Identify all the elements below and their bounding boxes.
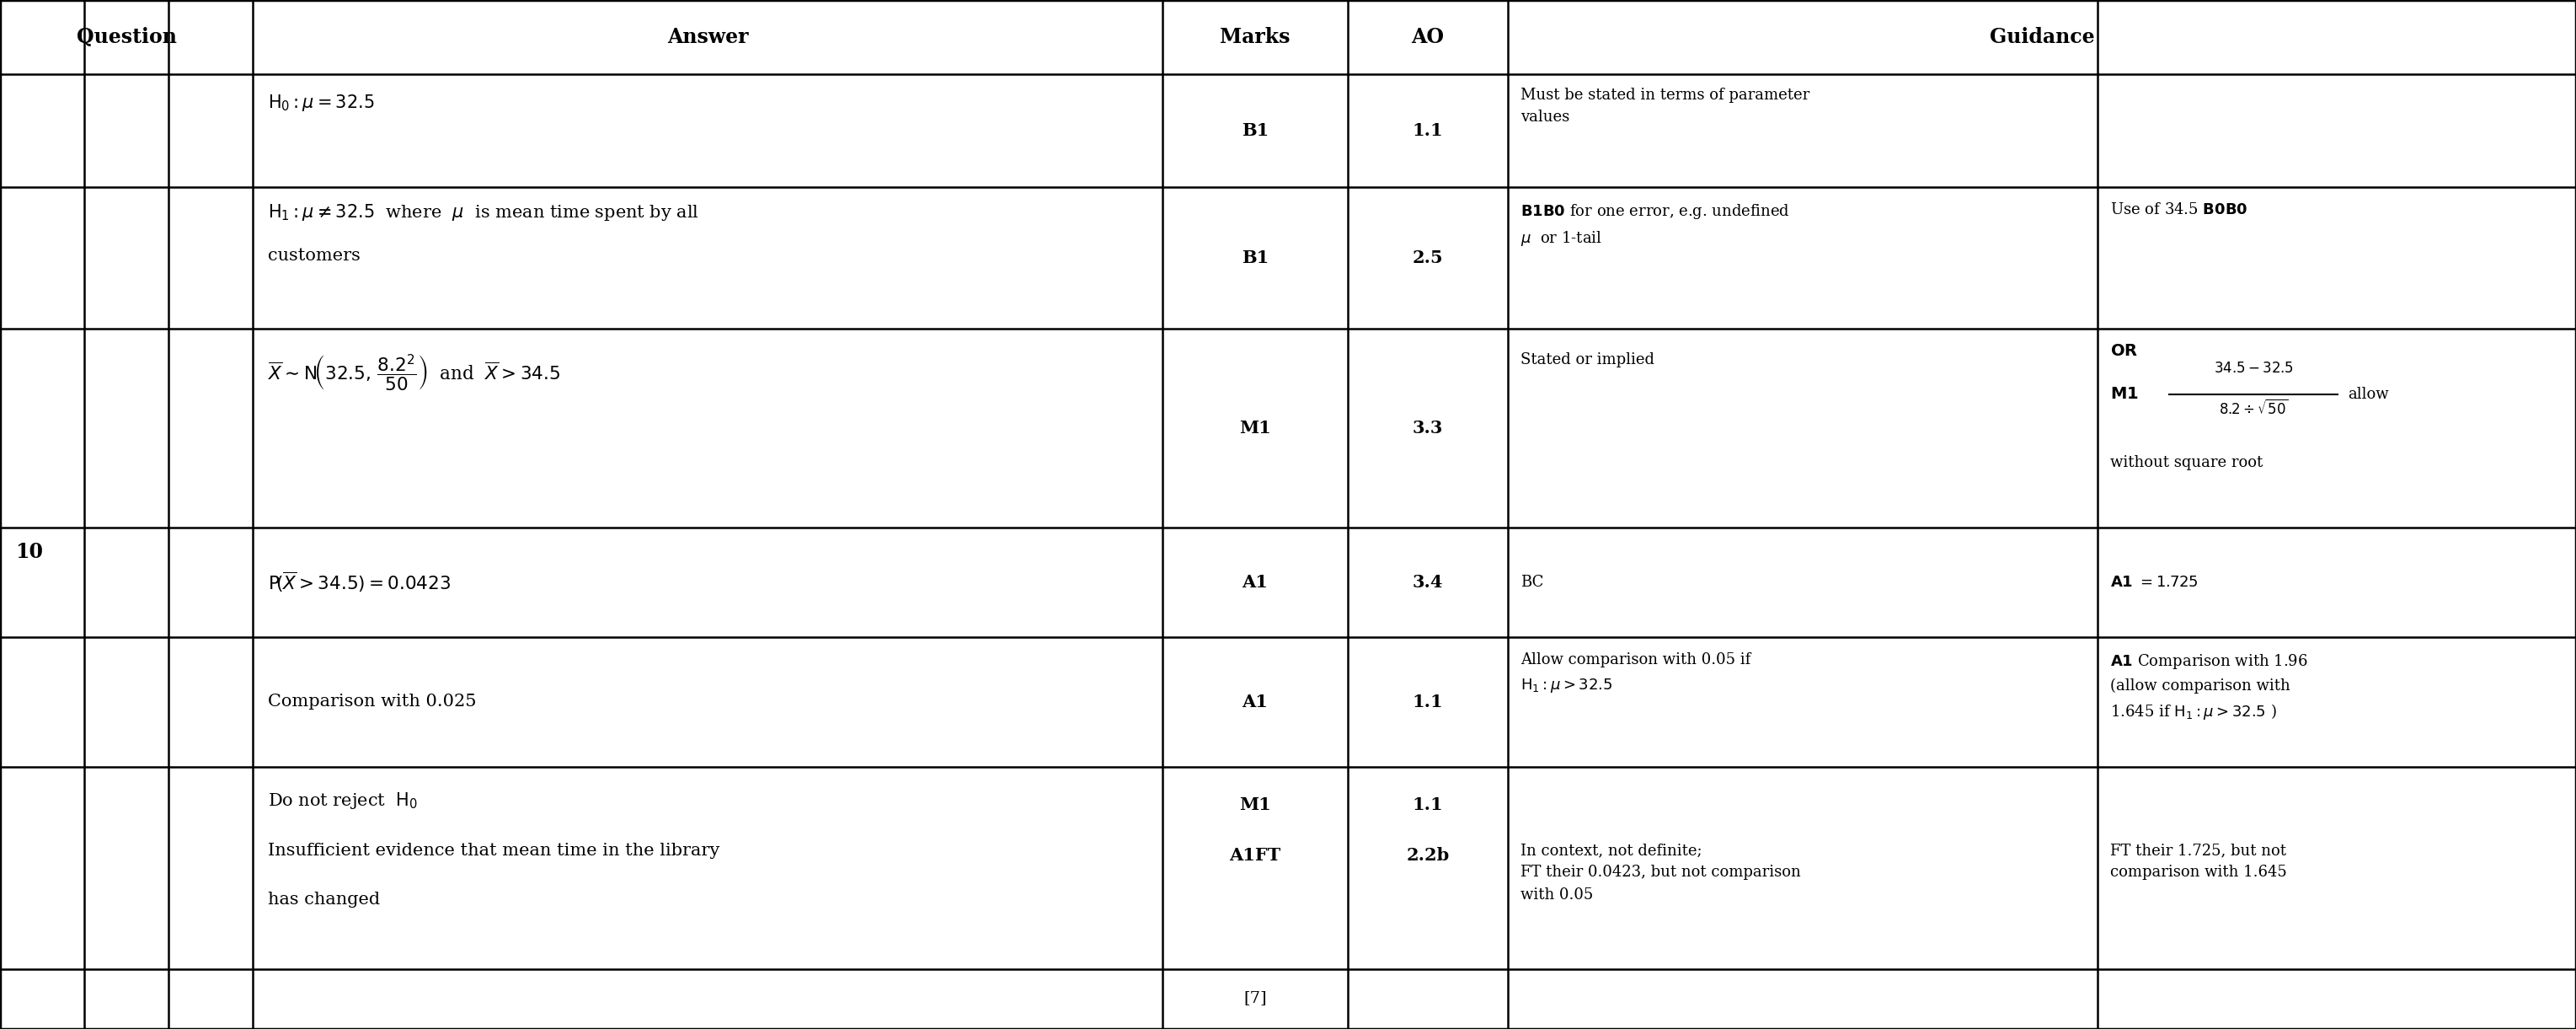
Text: Comparison with 0.025: Comparison with 0.025 bbox=[268, 694, 477, 710]
Text: Marks: Marks bbox=[1221, 27, 1291, 47]
Text: Do not reject  $\mathrm{H}_0$: Do not reject $\mathrm{H}_0$ bbox=[268, 790, 417, 811]
Text: Question: Question bbox=[77, 27, 175, 47]
Text: $\mathbf{M1}$: $\mathbf{M1}$ bbox=[2110, 387, 2138, 402]
Text: $\mathbf{A1}$ Comparison with 1.96
(allow comparison with
1.645 if $\mathrm{H}_1: $\mathbf{A1}$ Comparison with 1.96 (allo… bbox=[2110, 652, 2308, 721]
Text: A1: A1 bbox=[1242, 694, 1267, 710]
Text: A1FT: A1FT bbox=[1229, 847, 1280, 863]
Text: Answer: Answer bbox=[667, 27, 747, 47]
Text: FT their 1.725, but not
comparison with 1.645: FT their 1.725, but not comparison with … bbox=[2110, 843, 2287, 880]
Text: Must be stated in terms of parameter
values: Must be stated in terms of parameter val… bbox=[1520, 87, 1811, 126]
Text: $34.5 - 32.5$: $34.5 - 32.5$ bbox=[2213, 361, 2293, 376]
Text: 10: 10 bbox=[15, 541, 44, 562]
Text: Allow comparison with 0.05 if
$\mathrm{H}_1 : \mu > 32.5$: Allow comparison with 0.05 if $\mathrm{H… bbox=[1520, 652, 1752, 694]
Text: without square root: without square root bbox=[2110, 455, 2262, 470]
Text: Use of 34.5 $\mathbf{B0B0}$: Use of 34.5 $\mathbf{B0B0}$ bbox=[2110, 203, 2249, 217]
Text: Stated or implied: Stated or implied bbox=[1520, 352, 1654, 367]
Text: $\mathrm{H}_0 : \mu = 32.5$: $\mathrm{H}_0 : \mu = 32.5$ bbox=[268, 93, 374, 113]
Text: BC: BC bbox=[1520, 575, 1543, 590]
Text: 2.2b: 2.2b bbox=[1406, 847, 1450, 863]
Text: In context, not definite;
FT their 0.0423, but not comparison
with 0.05: In context, not definite; FT their 0.042… bbox=[1520, 843, 1801, 902]
Text: AO: AO bbox=[1412, 27, 1445, 47]
Text: M1: M1 bbox=[1239, 420, 1270, 436]
Text: Guidance: Guidance bbox=[1989, 27, 2094, 47]
Text: 1.1: 1.1 bbox=[1412, 796, 1443, 813]
Text: $\overline{X} \sim \mathrm{N}\!\left(32.5,\, \dfrac{8.2^2}{50}\right)$  and  $\o: $\overline{X} \sim \mathrm{N}\!\left(32.… bbox=[268, 352, 562, 393]
Text: $8.2 \div \sqrt{50}$: $8.2 \div \sqrt{50}$ bbox=[2218, 399, 2287, 418]
Text: Insufficient evidence that mean time in the library: Insufficient evidence that mean time in … bbox=[268, 843, 719, 859]
Text: $\mathrm{H}_1 : \mu \neq 32.5$  where  $\mu$  is mean time spent by all: $\mathrm{H}_1 : \mu \neq 32.5$ where $\m… bbox=[268, 203, 698, 222]
Text: [7]: [7] bbox=[1244, 990, 1267, 1005]
Text: M1: M1 bbox=[1239, 796, 1270, 813]
Text: B1: B1 bbox=[1242, 122, 1270, 139]
Text: $\mathrm{P}\!\left(\overline{X} > 34.5\right) = 0.0423$: $\mathrm{P}\!\left(\overline{X} > 34.5\r… bbox=[268, 570, 451, 595]
Text: B1: B1 bbox=[1242, 249, 1270, 267]
Text: allow: allow bbox=[2347, 387, 2388, 402]
Text: 1.1: 1.1 bbox=[1412, 694, 1443, 710]
Text: 2.5: 2.5 bbox=[1412, 249, 1443, 267]
Text: $\mathbf{B1B0}$ for one error, e.g. undefined
$\mu$  or 1-tail: $\mathbf{B1B0}$ for one error, e.g. unde… bbox=[1520, 203, 1790, 247]
Text: 1.1: 1.1 bbox=[1412, 122, 1443, 139]
Text: 3.4: 3.4 bbox=[1412, 574, 1443, 591]
Text: 3.3: 3.3 bbox=[1412, 420, 1443, 436]
Text: customers: customers bbox=[268, 248, 361, 263]
Text: has changed: has changed bbox=[268, 892, 381, 908]
Text: $\mathbf{A1}$ $= 1.725$: $\mathbf{A1}$ $= 1.725$ bbox=[2110, 575, 2197, 590]
Text: $\mathbf{OR}$: $\mathbf{OR}$ bbox=[2110, 344, 2138, 359]
Text: A1: A1 bbox=[1242, 574, 1267, 591]
